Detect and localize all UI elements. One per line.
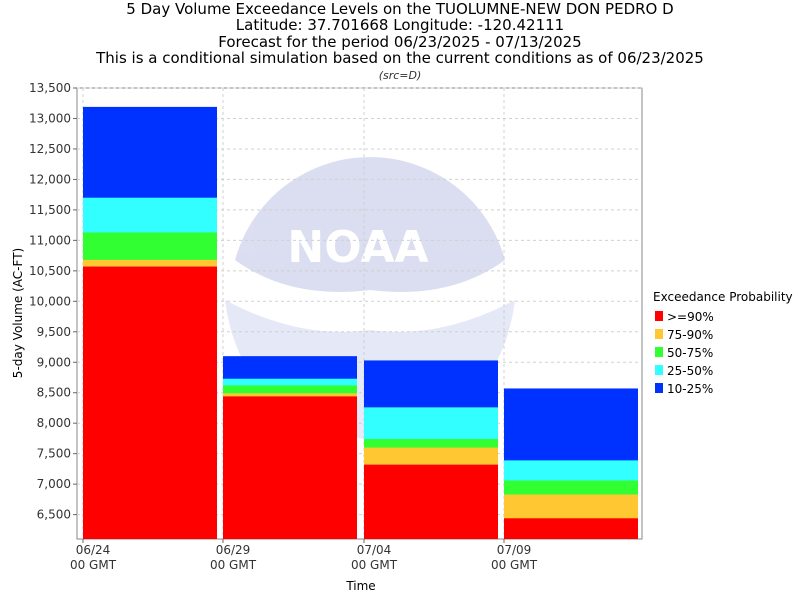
y-tick-label: 12,500 xyxy=(29,142,71,156)
bar-segment xyxy=(364,464,498,539)
legend: >=90% 75-90% 50-75% 25-50% 10-25% xyxy=(655,310,714,396)
y-tick-label: 6,500 xyxy=(37,508,71,522)
legend-item-label: >=90% xyxy=(667,310,714,324)
y-tick-label: 10,500 xyxy=(29,264,71,278)
y-tick-label: 7,500 xyxy=(37,447,71,461)
chart-title-line-2: Latitude: 37.701668 Longitude: -120.4211… xyxy=(236,16,564,34)
legend-swatch xyxy=(655,347,663,357)
y-tick-label: 7,000 xyxy=(37,477,71,491)
y-tick-label: 8,000 xyxy=(37,416,71,430)
legend-item-label: 10-25% xyxy=(667,382,713,396)
chart-title-line-1: 5 Day Volume Exceedance Levels on the TU… xyxy=(126,0,673,18)
x-tick-label-date: 07/04 xyxy=(357,543,392,557)
y-axis-label: 5-day Volume (AC-FT) xyxy=(11,248,25,378)
y-tick-label: 8,500 xyxy=(37,386,71,400)
y-tick-label: 11,000 xyxy=(29,233,71,247)
legend-swatch xyxy=(655,383,663,393)
legend-swatch xyxy=(655,329,663,339)
bar-segment xyxy=(504,518,638,539)
x-tick-label-date: 06/29 xyxy=(216,543,251,557)
bars xyxy=(83,106,638,539)
legend-item-label: 50-75% xyxy=(667,346,713,360)
bar-segment xyxy=(83,266,217,539)
noaa-watermark-text: NOAA xyxy=(287,222,428,273)
chart-title-line-4: This is a conditional simulation based o… xyxy=(95,49,704,67)
legend-swatch xyxy=(655,311,663,321)
legend-item-label: 25-50% xyxy=(667,364,713,378)
legend-item-label: 75-90% xyxy=(667,328,713,342)
x-tick-label-date: 06/24 xyxy=(76,543,111,557)
y-tick-label: 13,000 xyxy=(29,111,71,125)
y-tick-label: 9,500 xyxy=(37,325,71,339)
legend-title: Exceedance Probability xyxy=(653,290,793,304)
y-tick-label: 10,000 xyxy=(29,294,71,308)
bar-segment xyxy=(223,396,357,539)
chart-title-line-3: Forecast for the period 06/23/2025 - 07/… xyxy=(218,33,581,51)
y-tick-label: 9,000 xyxy=(37,355,71,369)
legend-swatch xyxy=(655,365,663,375)
x-tick-label-time: 00 GMT xyxy=(70,558,117,572)
y-tick-label: 12,000 xyxy=(29,172,71,186)
chart-subtitle: (src=D) xyxy=(379,69,422,82)
x-axis-label: Time xyxy=(345,579,375,593)
x-tick-label-date: 07/09 xyxy=(497,543,532,557)
x-tick-label-time: 00 GMT xyxy=(351,558,398,572)
noaa-watermark-logo: NOAA xyxy=(225,157,515,440)
y-tick-label: 13,500 xyxy=(29,81,71,95)
y-tick-label: 11,500 xyxy=(29,203,71,217)
x-tick-label-time: 00 GMT xyxy=(491,558,538,572)
x-tick-label-time: 00 GMT xyxy=(210,558,257,572)
y-axis-ticks: 6,500 7,000 7,500 8,000 8,500 9,000 9,500 10,00… xyxy=(29,81,77,522)
